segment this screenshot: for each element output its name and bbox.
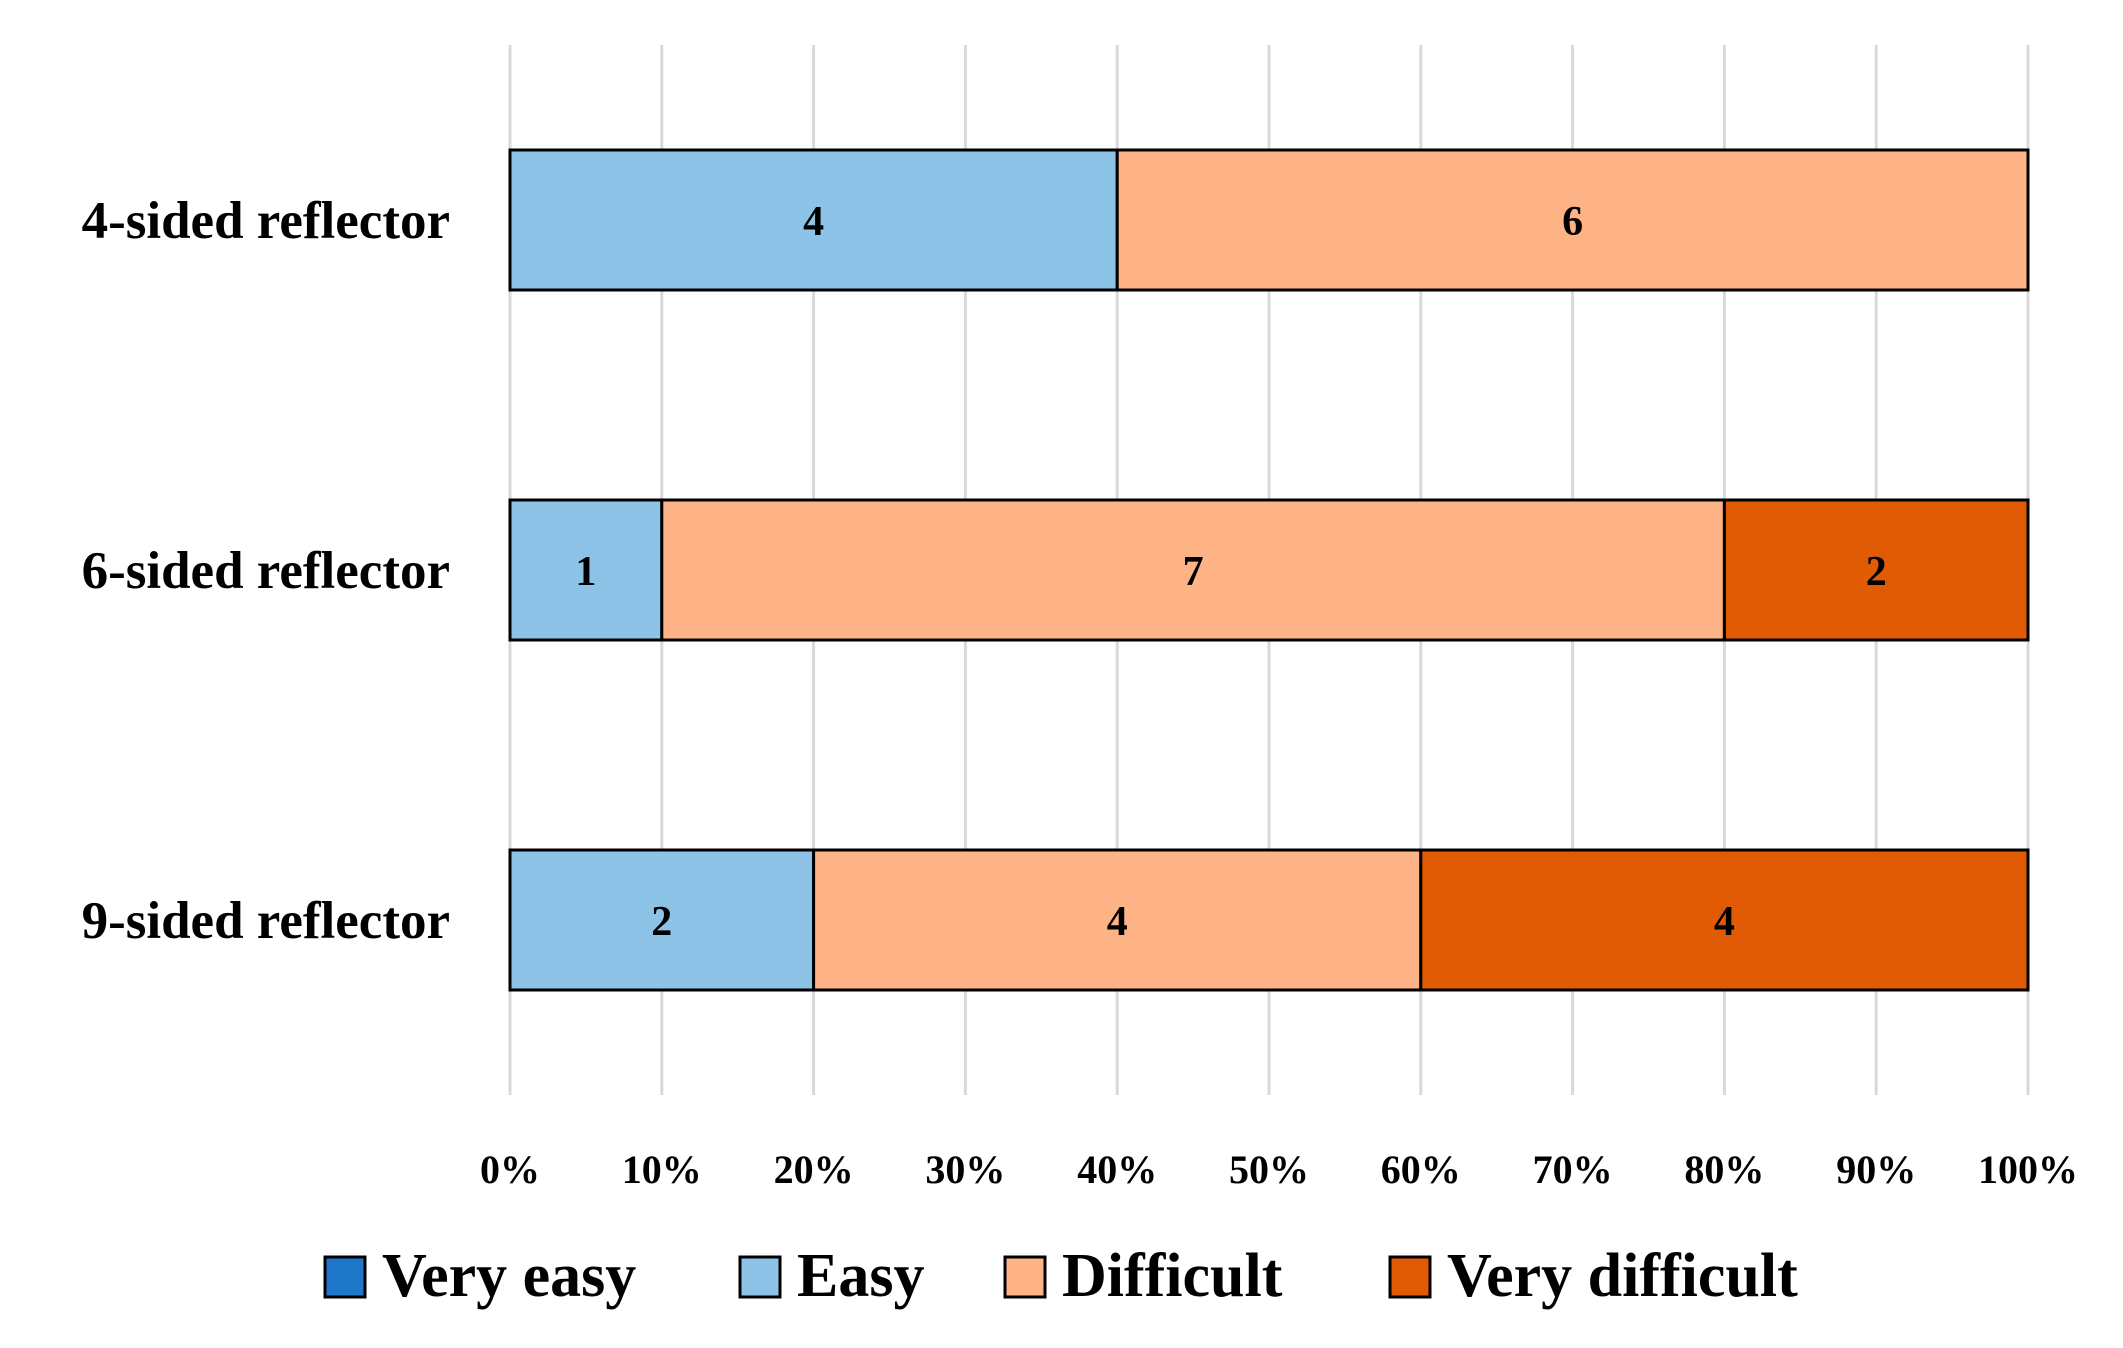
bar-segment <box>508 148 1119 292</box>
bar-segment <box>1419 848 2030 992</box>
legend-swatch <box>1003 1255 1047 1299</box>
x-tick-label: 100% <box>1978 1147 2078 1192</box>
legend-label: Easy <box>797 1242 924 1310</box>
data-label: 2 <box>1866 549 1887 595</box>
legend-swatch <box>738 1255 782 1299</box>
x-tick-label: 0% <box>480 1147 540 1192</box>
x-axis-tick-labels: 0% 10% 20% 30% 40% 50% 60% 70% 80% 90% 100% <box>480 1147 2078 1192</box>
x-tick-label: 90% <box>1836 1147 1916 1192</box>
data-label: 1 <box>575 549 596 595</box>
x-tick-label: 40% <box>1077 1147 1157 1192</box>
x-tick-label: 60% <box>1381 1147 1461 1192</box>
bar-segment <box>660 498 1726 642</box>
data-label: 4 <box>1107 899 1128 945</box>
x-tick-label: 70% <box>1533 1147 1613 1192</box>
legend: Very easy Easy Difficult Very difficult <box>323 1242 1798 1310</box>
bar-segment <box>812 848 1423 992</box>
category-label: 9-sided reflector <box>82 892 450 950</box>
bar-segment <box>1722 498 2030 642</box>
data-label: 2 <box>651 899 672 945</box>
legend-swatch <box>323 1255 367 1299</box>
x-tick-label: 50% <box>1229 1147 1309 1192</box>
data-label: 4 <box>1714 899 1735 945</box>
bars: 4 6 1 7 2 2 4 4 <box>508 148 2030 992</box>
data-label: 4 <box>803 199 824 245</box>
category-label: 4-sided reflector <box>82 192 450 250</box>
x-tick-label: 80% <box>1684 1147 1764 1192</box>
category-labels: 4-sided reflector 6-sided reflector 9-side… <box>82 192 450 950</box>
legend-label: Very difficult <box>1447 1242 1798 1310</box>
x-tick-label: 30% <box>925 1147 1005 1192</box>
bar-segment <box>508 848 816 992</box>
legend-swatch <box>1388 1255 1432 1299</box>
legend-label: Difficult <box>1062 1242 1283 1310</box>
legend-label: Very easy <box>382 1242 636 1310</box>
data-label: 7 <box>1183 549 1204 595</box>
x-tick-label: 10% <box>622 1147 702 1192</box>
x-tick-label: 20% <box>774 1147 854 1192</box>
bar-segment <box>1115 148 2030 292</box>
data-label: 6 <box>1562 199 1583 245</box>
category-label: 6-sided reflector <box>82 542 450 600</box>
